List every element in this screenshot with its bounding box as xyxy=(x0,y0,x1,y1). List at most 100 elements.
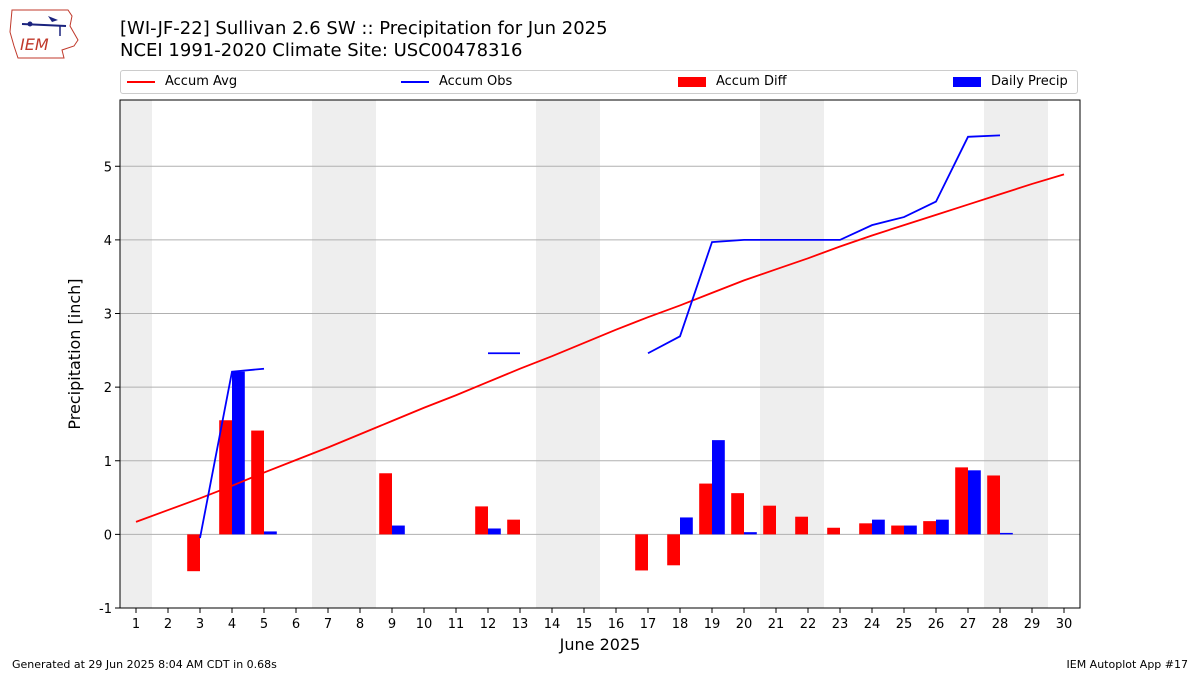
bar-accum-diff-day-27 xyxy=(955,467,968,535)
legend-swatch-accum-avg xyxy=(127,80,155,83)
bar-daily-precip-day-12 xyxy=(488,528,501,535)
x-tick-label: 14 xyxy=(544,617,561,632)
x-tick-label: 8 xyxy=(356,617,364,632)
x-tick-label: 11 xyxy=(448,617,465,632)
legend-item-accum-diff: Accum Diff xyxy=(678,74,787,89)
x-tick-label: 5 xyxy=(260,617,268,632)
x-tick-label: 17 xyxy=(640,617,657,632)
bar-accum-diff-day-20 xyxy=(731,493,744,535)
bar-accum-diff-day-9 xyxy=(379,473,392,535)
x-tick-label: 15 xyxy=(576,617,593,632)
x-tick-label: 20 xyxy=(736,617,753,632)
bar-daily-precip-day-4 xyxy=(232,371,245,535)
x-tick-label: 12 xyxy=(480,617,497,632)
y-tick-label: 4 xyxy=(104,234,112,249)
bar-daily-precip-day-20 xyxy=(744,532,757,535)
weekend-band-14 xyxy=(536,100,568,608)
x-tick-label: 3 xyxy=(196,617,204,632)
bar-accum-diff-day-5 xyxy=(251,430,264,535)
bar-daily-precip-day-5 xyxy=(264,531,277,535)
x-tick-label: 10 xyxy=(416,617,433,632)
footer-generated: Generated at 29 Jun 2025 8:04 AM CDT in … xyxy=(12,658,277,671)
x-axis: 1 2 3 4 5 6 7 8 9 10 11 12 13 14 15 16 17 18 19 20 21 22 23 24 2… xyxy=(132,608,1072,632)
legend-item-daily-precip: Daily Precip xyxy=(953,74,1068,89)
weekend-band-8 xyxy=(344,100,376,608)
x-tick-label: 30 xyxy=(1056,617,1073,632)
legend-item-accum-obs: Accum Obs xyxy=(401,74,512,89)
legend-swatch-daily-precip xyxy=(953,76,981,87)
legend-label-daily-precip: Daily Precip xyxy=(991,74,1068,89)
bar-accum-diff-day-3 xyxy=(187,534,200,572)
x-tick-label: 26 xyxy=(928,617,945,632)
bar-accum-diff-day-21 xyxy=(763,505,776,535)
chart-title: [WI-JF-22] Sullivan 2.6 SW :: Precipitat… xyxy=(120,18,608,62)
plot-frame xyxy=(119,99,1081,609)
bar-daily-precip-day-9 xyxy=(392,525,405,535)
x-tick-label: 25 xyxy=(896,617,913,632)
bar-accum-diff-day-26 xyxy=(923,521,936,535)
title-line-1: [WI-JF-22] Sullivan 2.6 SW :: Precipitat… xyxy=(120,18,608,39)
bar-daily-precip-day-18 xyxy=(680,517,693,535)
line-series xyxy=(135,134,1065,539)
x-tick-label: 18 xyxy=(672,617,689,632)
x-tick-label: 2 xyxy=(164,617,172,632)
y-tick-label: 2 xyxy=(104,381,112,396)
bar-accum-diff-day-18 xyxy=(667,534,680,566)
x-tick-label: 9 xyxy=(388,617,396,632)
logo-text: IEM xyxy=(20,35,49,54)
y-tick-label: 5 xyxy=(104,160,112,175)
bar-accum-diff-day-24 xyxy=(859,523,872,535)
bar-accum-diff-day-22 xyxy=(795,516,808,535)
x-tick-label: 1 xyxy=(132,617,140,632)
y-tick-label: 0 xyxy=(104,528,112,543)
bar-accum-diff-day-25 xyxy=(891,525,904,535)
bar-accum-diff-day-12 xyxy=(475,506,488,535)
bar-accum-diff-day-13 xyxy=(507,519,520,535)
x-tick-label: 6 xyxy=(292,617,300,632)
bar-daily-precip-day-19 xyxy=(712,440,725,535)
bar-accum-diff-day-4 xyxy=(219,420,232,535)
title-line-2: NCEI 1991-2020 Climate Site: USC00478316 xyxy=(120,40,523,61)
bar-daily-precip-day-26 xyxy=(936,519,949,535)
x-tick-label: 22 xyxy=(800,617,817,632)
x-tick-label: 27 xyxy=(960,617,977,632)
bar-accum-diff-day-19 xyxy=(699,483,712,535)
gridlines xyxy=(120,165,1080,535)
x-tick-label: 28 xyxy=(992,617,1009,632)
x-tick-label: 7 xyxy=(324,617,332,632)
y-axis: -1 0 1 2 3 4 5 xyxy=(99,160,120,617)
x-tick-label: 19 xyxy=(704,617,721,632)
legend-item-accum-avg: Accum Avg xyxy=(127,74,237,89)
chart-legend: Accum Avg Accum Obs Accum Diff Daily Pre… xyxy=(120,70,1078,94)
bar-daily-precip-day-25 xyxy=(904,525,917,535)
bar-accum-diff-day-28 xyxy=(987,475,1000,535)
bar-daily-precip-day-24 xyxy=(872,519,885,535)
bar-daily-precip-day-28 xyxy=(1000,532,1013,535)
y-tick-label: -1 xyxy=(99,602,112,617)
weekend-band-7 xyxy=(312,100,344,608)
x-tick-label: 24 xyxy=(864,617,881,632)
bar-series xyxy=(187,371,1013,572)
bar-accum-diff-day-23 xyxy=(827,527,840,535)
x-tick-label: 23 xyxy=(832,617,849,632)
legend-swatch-accum-obs xyxy=(401,80,429,83)
y-tick-label: 1 xyxy=(104,455,112,470)
bar-accum-diff-day-17 xyxy=(635,534,648,571)
line-accum-obs xyxy=(199,367,265,539)
x-tick-label: 4 xyxy=(228,617,236,632)
legend-label-accum-avg: Accum Avg xyxy=(165,74,238,89)
iem-logo: IEM xyxy=(9,9,79,59)
weekend-band-1 xyxy=(120,100,152,608)
weekend-band-15 xyxy=(568,100,600,608)
y-axis-label: Precipitation [inch] xyxy=(65,278,84,429)
x-axis-label: June 2025 xyxy=(559,635,641,654)
legend-swatch-accum-diff xyxy=(678,76,706,87)
weekend-band-29 xyxy=(1016,100,1048,608)
x-tick-label: 13 xyxy=(512,617,529,632)
x-tick-label: 29 xyxy=(1024,617,1041,632)
y-tick-label: 3 xyxy=(104,308,112,323)
line-accum-avg xyxy=(135,173,1065,523)
legend-label-accum-obs: Accum Obs xyxy=(439,74,513,89)
x-tick-label: 16 xyxy=(608,617,625,632)
